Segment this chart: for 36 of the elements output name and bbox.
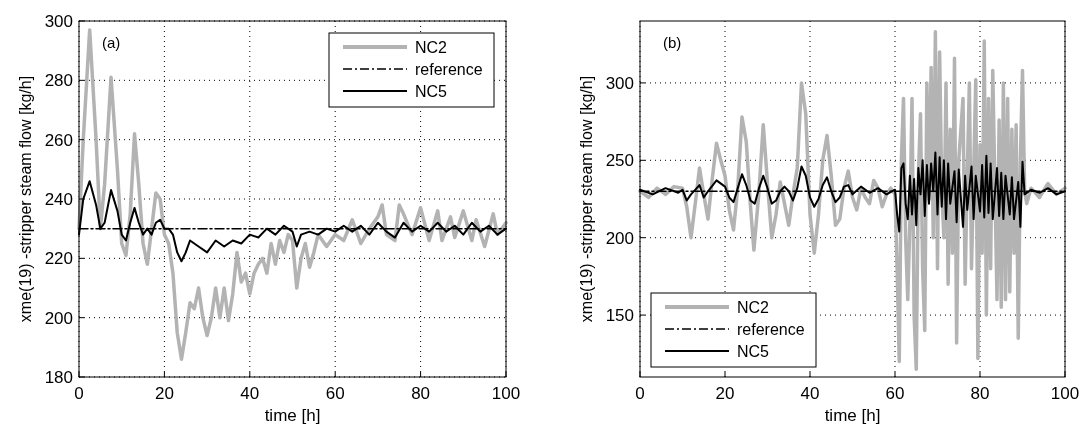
line-series [77, 28, 508, 361]
x-tick-label: 40 [800, 384, 820, 403]
legend-label: NC2 [737, 299, 770, 316]
y-tick-label: 300 [44, 12, 73, 31]
annotation: (b) [663, 34, 682, 51]
annotation: (a) [102, 34, 121, 51]
x-tick-label: 20 [715, 384, 735, 403]
x-tick-label: 100 [1050, 384, 1080, 403]
y-tick-label: 280 [44, 71, 73, 91]
x-tick-label: 100 [491, 384, 521, 403]
y-tick-label: 180 [44, 368, 73, 387]
y-tick-label: 200 [605, 228, 634, 248]
y-axis-title: xme(19) -stripper steam flow [kg/h] [17, 75, 34, 323]
y-tick-label: 220 [44, 249, 73, 269]
legend-label: NC5 [737, 343, 770, 360]
legend-label: NC2 [415, 39, 448, 56]
y-tick-label: 300 [605, 73, 634, 93]
y-tick-label: 150 [605, 306, 634, 326]
y-tick-label: 200 [44, 308, 73, 328]
x-tick-label: 20 [154, 384, 174, 403]
y-tick-label: 250 [605, 151, 634, 171]
y-axis-title: xme(19) -stripper steam flow [kg/h] [578, 75, 595, 323]
legend-label: NC5 [415, 83, 448, 100]
y-tick-label: 260 [44, 130, 73, 150]
x-axis-title: time [h] [824, 406, 881, 425]
x-tick-label: 40 [240, 384, 260, 403]
x-tick-label: 0 [635, 384, 645, 403]
legend-label: reference [415, 61, 483, 78]
x-tick-label: 60 [885, 384, 905, 403]
x-tick-label: 0 [74, 384, 84, 403]
y-tick-label: 240 [44, 190, 73, 209]
legend-label: reference [737, 321, 805, 338]
x-axis-title: time [h] [264, 406, 321, 425]
x-tick-label: 60 [325, 384, 345, 403]
x-tick-label: 80 [970, 384, 990, 403]
x-tick-label: 80 [411, 384, 431, 403]
